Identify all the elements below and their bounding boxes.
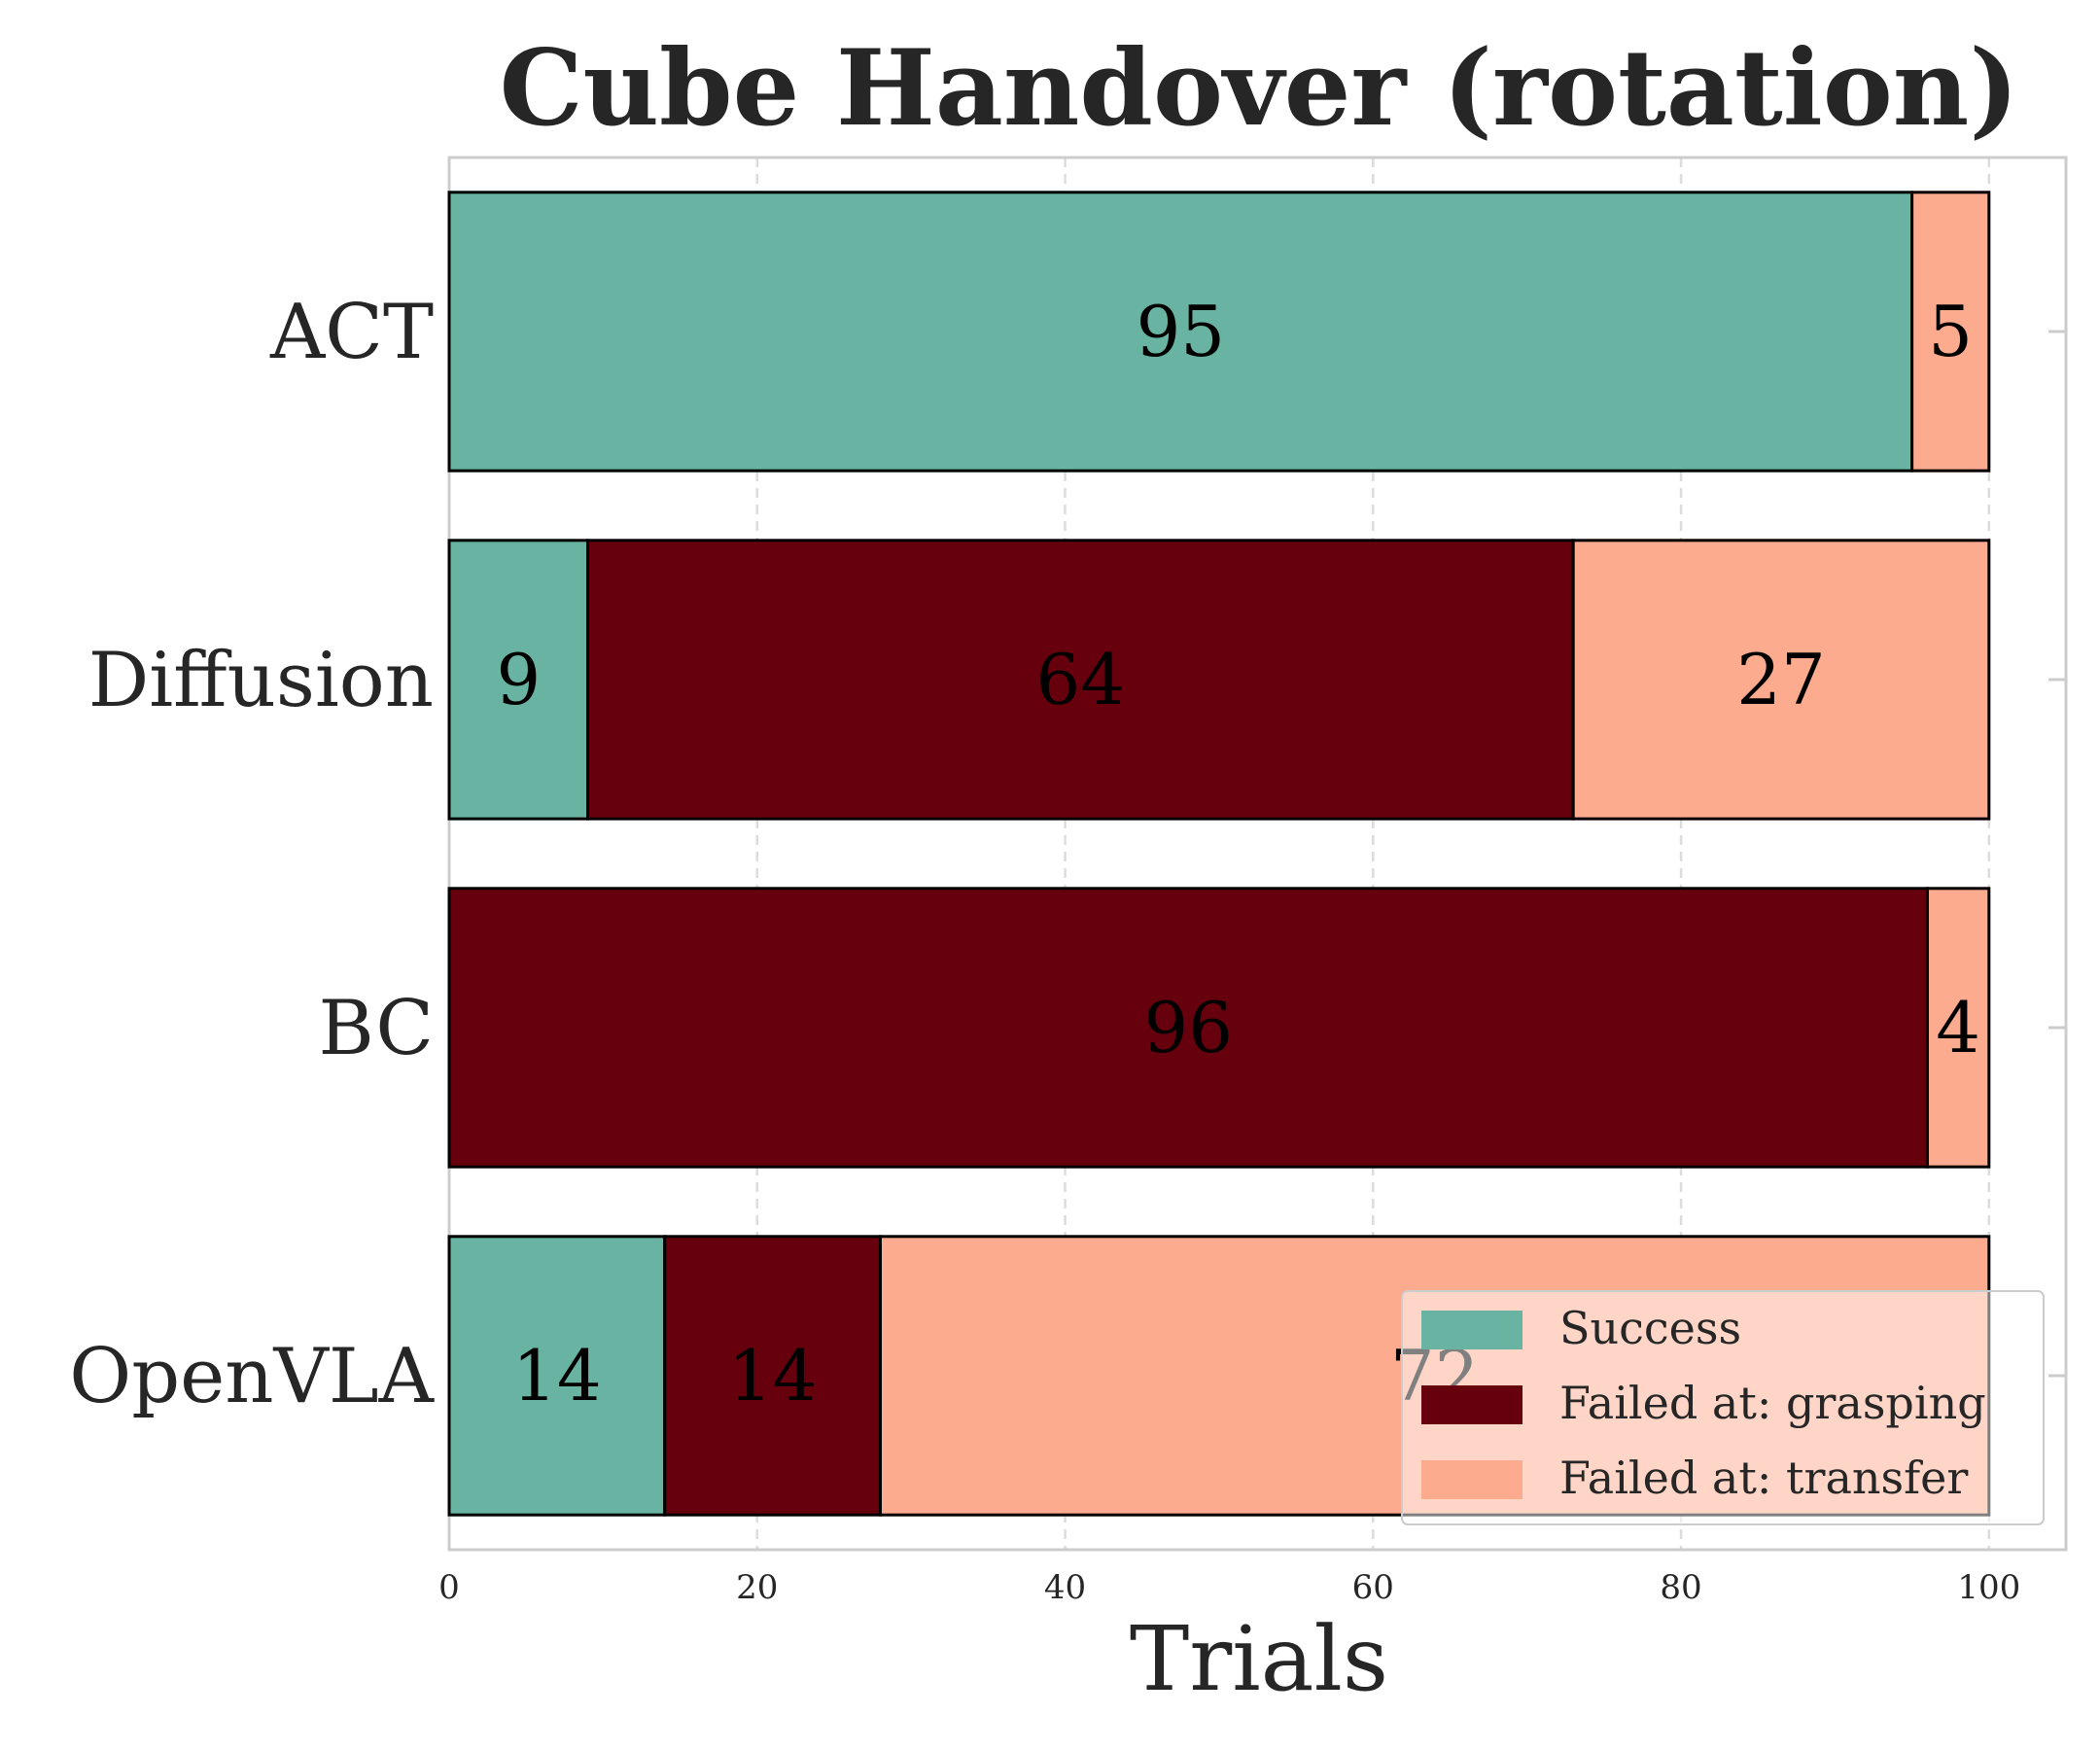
data-label: 95 <box>1136 291 1225 372</box>
legend: Success Failed at: grasping Failed at: tra… <box>1401 1290 2045 1525</box>
legend-label: Failed at: grasping <box>1559 1377 1986 1429</box>
x-tick-label: 0 <box>438 1568 460 1607</box>
bar-segment <box>1925 887 1991 1169</box>
bar-segment <box>1571 539 1991 821</box>
bar-segment <box>447 539 590 821</box>
data-label: 14 <box>512 1335 602 1417</box>
data-label: 4 <box>1936 987 1980 1068</box>
x-tick-label: 80 <box>1660 1568 1701 1607</box>
legend-swatch <box>1421 1385 1522 1424</box>
x-axis-label: Trials <box>1130 1607 1388 1711</box>
legend-label: Success <box>1559 1302 1741 1354</box>
bar-segment <box>586 539 1575 821</box>
y-tick-labels: ACT Diffusion BC OpenVLA <box>69 289 435 1420</box>
legend-box <box>1401 1290 2045 1525</box>
y-tick-label: Diffusion <box>88 637 434 724</box>
plot-border <box>447 156 2068 1552</box>
y-tick-label: ACT <box>269 289 434 376</box>
bar-segment <box>1910 191 1991 472</box>
legend-swatch <box>1421 1311 1522 1349</box>
x-tick-label: 20 <box>736 1568 778 1607</box>
data-label: 5 <box>1928 291 1973 372</box>
data-label: 64 <box>1036 639 1126 720</box>
legend-swatch <box>1421 1460 1522 1499</box>
y-tick-label: BC <box>319 985 434 1072</box>
plot-frame <box>447 156 2068 1552</box>
bar-segment <box>663 1235 882 1517</box>
data-label: 9 <box>496 639 541 720</box>
data-label: 14 <box>728 1335 818 1417</box>
chart-title: Cube Handover (rotation) <box>500 27 2019 150</box>
x-tick-label: 100 <box>1957 1568 2020 1607</box>
y-tick-label: OpenVLA <box>69 1333 435 1420</box>
data-label: 27 <box>1736 639 1826 720</box>
x-tick-labels: 0 20 40 60 80 100 <box>438 1568 2020 1607</box>
bar-segment <box>447 1235 667 1517</box>
legend-label: Failed at: transfer <box>1559 1452 1968 1504</box>
x-tick-label: 60 <box>1352 1568 1394 1607</box>
data-label: 96 <box>1143 987 1233 1068</box>
x-tick-label: 40 <box>1044 1568 1086 1607</box>
bars: 95596427964141472 <box>447 191 1991 1517</box>
